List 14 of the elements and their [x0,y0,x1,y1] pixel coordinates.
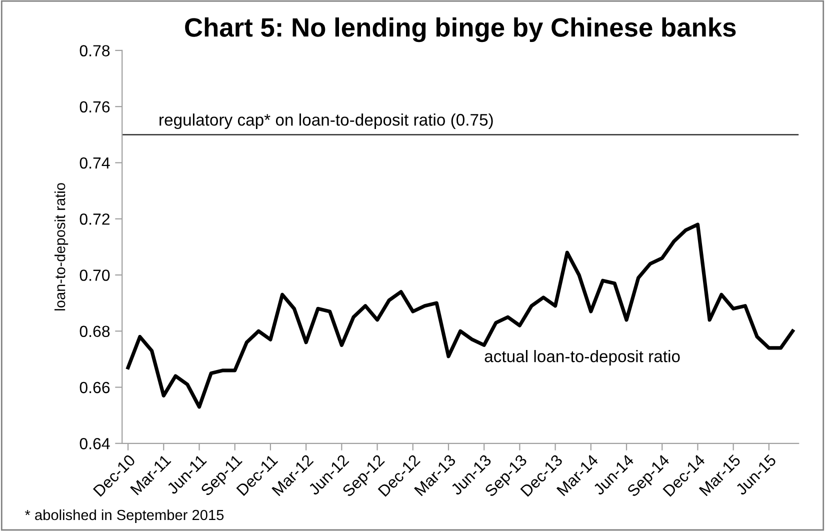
chart-title: Chart 5: No lending binge by Chinese banks [185,17,736,42]
y-tick-label: 0.68 [80,326,110,338]
y-tick-label: 0.70 [80,270,110,281]
y-tick-label: 0.76 [80,101,110,113]
y-tick-label: 0.64 [80,438,110,450]
y-axis-title: loan-to-deposit ratio [54,183,68,310]
y-tick-label: 0.74 [80,157,110,169]
y-tick-label: 0.66 [80,382,110,394]
y-tick-label: 0.72 [80,213,110,225]
ref-line-label: regulatory cap* on loan-to-deposit ratio (0.75) [160,113,493,130]
line-series [126,222,794,409]
text: * abolished in September 2015 [24,509,224,524]
annotation: actual loan-to-deposit ratio [484,350,680,366]
y-tick-label: 0.78 [80,45,110,56]
